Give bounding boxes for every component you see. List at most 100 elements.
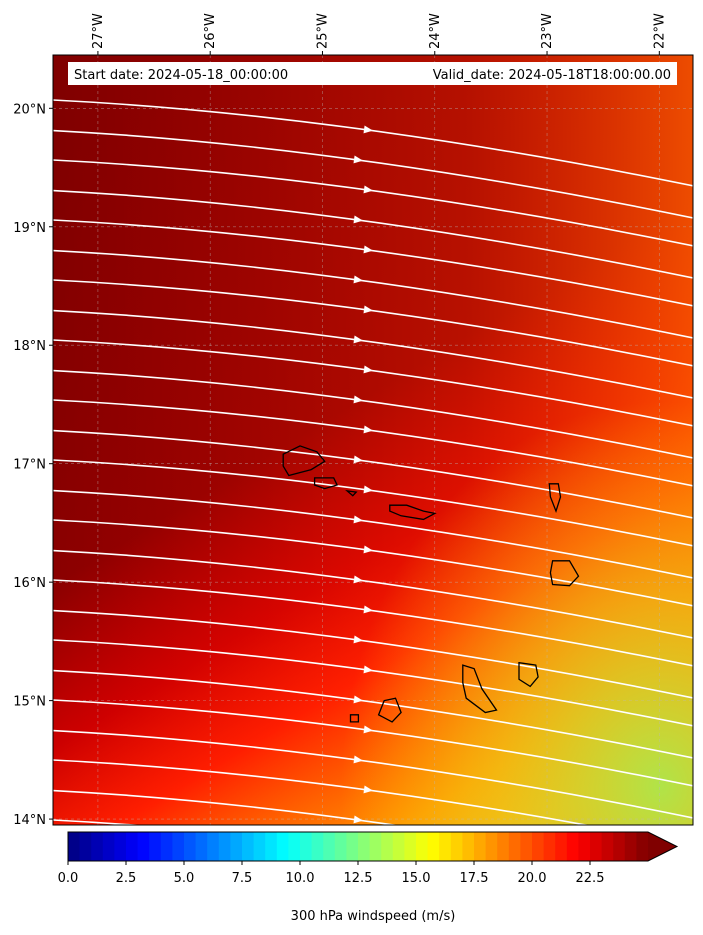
colorbar-swatch xyxy=(346,832,359,861)
streamline-arrow xyxy=(363,605,373,614)
colorbar-tick-label: 20.0 xyxy=(518,871,547,886)
streamline-arrow xyxy=(353,695,363,704)
colorbar-tick-label: 2.5 xyxy=(116,871,137,886)
colorbar-swatch xyxy=(427,832,440,861)
streamline-arrow xyxy=(363,425,373,434)
streamline-arrow xyxy=(363,545,373,554)
streamline-arrow xyxy=(353,455,363,464)
island-santa-luzia xyxy=(345,489,358,497)
streamline-arrow xyxy=(353,815,363,824)
colorbar-tick-label: 10.0 xyxy=(286,871,315,886)
colorbar-swatch xyxy=(160,832,173,861)
valid-date-label: Valid_date: 2024-05-18T18:00:00.00 xyxy=(433,68,671,83)
colorbar-swatch xyxy=(555,832,568,861)
colorbar-swatch xyxy=(590,832,602,861)
colorbar-swatch xyxy=(126,832,138,861)
colorbar-label: 300 hPa windspeed (m/s) xyxy=(291,909,456,924)
colorbar-swatch xyxy=(462,832,475,861)
streamline-arrow xyxy=(353,515,363,524)
colorbar-ticks: 0.0 2.5 5.0 7.5 10.0 12.5 15.0 17.5 20.0 22.5 xyxy=(58,861,605,886)
colorbar-swatch xyxy=(578,832,591,861)
colorbar-tick-label: 17.5 xyxy=(460,871,489,886)
colorbar-swatch xyxy=(230,832,243,861)
colorbar-swatch xyxy=(520,832,533,861)
streamline-arrow xyxy=(353,635,363,644)
colorbar-swatch xyxy=(450,832,463,861)
lat-tick-label: 19°N xyxy=(13,221,46,236)
streamline-arrow xyxy=(363,665,373,674)
streamline-arrow xyxy=(363,485,373,494)
island-sal xyxy=(548,483,562,514)
colorbar-swatch xyxy=(149,832,162,861)
colorbar-swatch xyxy=(601,832,614,861)
lat-tick-label: 20°N xyxy=(13,102,46,117)
lat-tick-label: 14°N xyxy=(13,813,46,828)
longitude-axis: 27°W 26°W 25°W 24°W 23°W 22°W xyxy=(91,13,667,55)
start-date-label: Start date: 2024-05-18_00:00:00 xyxy=(74,68,288,83)
lon-tick-label: 23°W xyxy=(540,13,555,49)
colorbar-swatch xyxy=(311,832,324,861)
colorbar-swatch xyxy=(276,832,289,861)
colorbar-swatch xyxy=(334,832,347,861)
streamline-arrow xyxy=(353,215,363,224)
lon-tick-label: 22°W xyxy=(652,13,667,49)
lon-tick-label: 27°W xyxy=(91,13,106,49)
colorbar-swatch xyxy=(300,832,312,861)
date-box xyxy=(68,62,677,85)
colorbar-swatch xyxy=(114,832,127,861)
colorbar-swatch xyxy=(636,832,649,861)
colorbar: 0.0 2.5 5.0 7.5 10.0 12.5 15.0 17.5 20.0 22.5 300… xyxy=(58,831,679,924)
island-brava xyxy=(349,714,360,723)
colorbar-swatch xyxy=(404,832,417,861)
colorbar-swatch xyxy=(91,832,104,861)
island-santiago xyxy=(462,664,498,714)
colorbar-swatch xyxy=(566,832,579,861)
colorbar-swatch xyxy=(253,832,266,861)
streamline-arrow xyxy=(353,335,363,344)
streamlines xyxy=(53,99,693,825)
colorbar-swatch xyxy=(392,832,405,861)
lon-tick-label: 24°W xyxy=(428,13,443,49)
colorbar-outline xyxy=(67,831,679,862)
colorbar-swatch xyxy=(79,832,92,861)
latitude-axis: 20°N 19°N 18°N 17°N 16°N 15°N 14°N xyxy=(13,102,53,828)
colorbar-swatches xyxy=(67,831,679,862)
colorbar-swatch xyxy=(358,832,370,861)
colorbar-extend-max xyxy=(648,832,677,861)
streamline-arrow xyxy=(363,125,373,134)
colorbar-swatch xyxy=(508,832,521,861)
colorbar-swatch xyxy=(265,832,278,861)
streamline-arrow xyxy=(353,575,363,584)
lat-tick-label: 18°N xyxy=(13,339,46,354)
streamline-arrow xyxy=(363,185,373,194)
lat-tick-label: 16°N xyxy=(13,576,46,591)
coastlines xyxy=(282,445,580,723)
colorbar-swatch xyxy=(543,832,556,861)
streamline-arrow xyxy=(363,245,373,254)
island-santo-ant-o xyxy=(282,445,326,477)
colorbar-swatch xyxy=(381,832,394,861)
colorbar-swatch xyxy=(184,832,196,861)
colorbar-swatch xyxy=(137,832,150,861)
map-frame xyxy=(52,54,694,826)
streamline-arrow xyxy=(353,275,363,284)
streamline-arrow xyxy=(353,395,363,404)
colorbar-swatch xyxy=(439,832,452,861)
island-boa-vista xyxy=(549,560,580,587)
colorbar-tick-label: 22.5 xyxy=(576,871,605,886)
colorbar-swatch xyxy=(68,832,80,861)
colorbar-swatch xyxy=(102,832,115,861)
colorbar-swatch xyxy=(242,832,254,861)
colorbar-swatch xyxy=(323,832,336,861)
island-maio xyxy=(518,661,539,688)
colorbar-swatch xyxy=(485,832,498,861)
streamline-arrow xyxy=(363,365,373,374)
colorbar-swatch xyxy=(207,832,220,861)
colorbar-swatch xyxy=(369,832,382,861)
windspeed-southeast-band xyxy=(53,55,693,825)
colorbar-swatch xyxy=(532,832,544,861)
lat-tick-label: 17°N xyxy=(13,458,46,473)
island-s-o-vicente xyxy=(313,477,339,490)
colorbar-swatch xyxy=(416,832,428,861)
